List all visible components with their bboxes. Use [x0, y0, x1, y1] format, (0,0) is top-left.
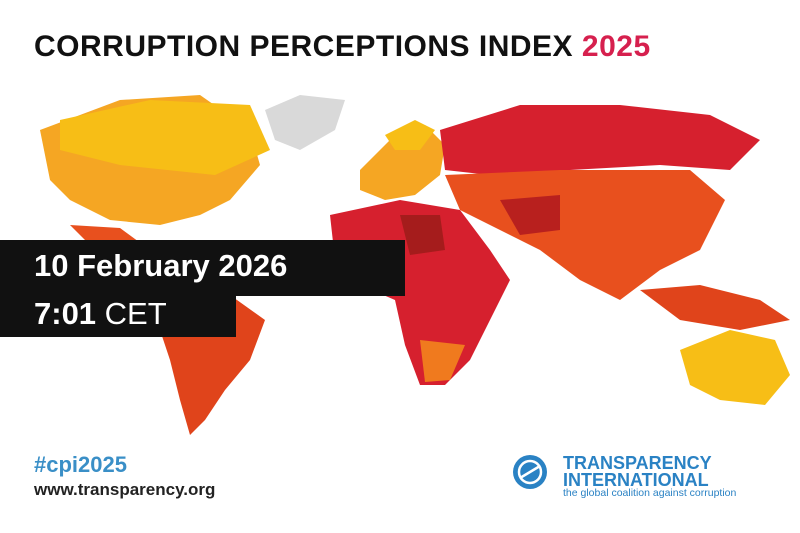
date-box — [0, 240, 405, 296]
logo-tagline: the global coalition against corruption — [563, 487, 737, 499]
greenland — [265, 95, 345, 150]
time-value: 7:01 — [34, 296, 97, 331]
title-year: 2025 — [581, 30, 651, 63]
hashtag: #cpi2025 — [34, 452, 127, 477]
title: CORRUPTION PERCEPTIONS INDEX 2025 — [34, 30, 651, 64]
southeast-asia — [640, 285, 790, 330]
event-date: 10 February 2026 — [34, 248, 288, 283]
libya — [400, 215, 445, 255]
australia — [680, 330, 790, 405]
logo-name: TRANSPARENCY INTERNATIONAL — [563, 453, 712, 490]
url[interactable]: www.transparency.org — [34, 480, 216, 499]
logo-icon — [513, 455, 547, 489]
logo-line2: INTERNATIONAL — [563, 470, 709, 490]
logo-line1: TRANSPARENCY — [563, 453, 712, 473]
event-time: 7:01 CET — [34, 296, 167, 332]
russia — [440, 105, 760, 175]
time-box — [0, 295, 236, 337]
scandinavia — [385, 120, 435, 150]
canada — [60, 100, 270, 175]
time-zone: CET — [104, 296, 167, 331]
title-text: CORRUPTION PERCEPTIONS INDEX — [34, 30, 574, 63]
central-asia — [500, 195, 560, 235]
southern-africa — [420, 340, 465, 382]
